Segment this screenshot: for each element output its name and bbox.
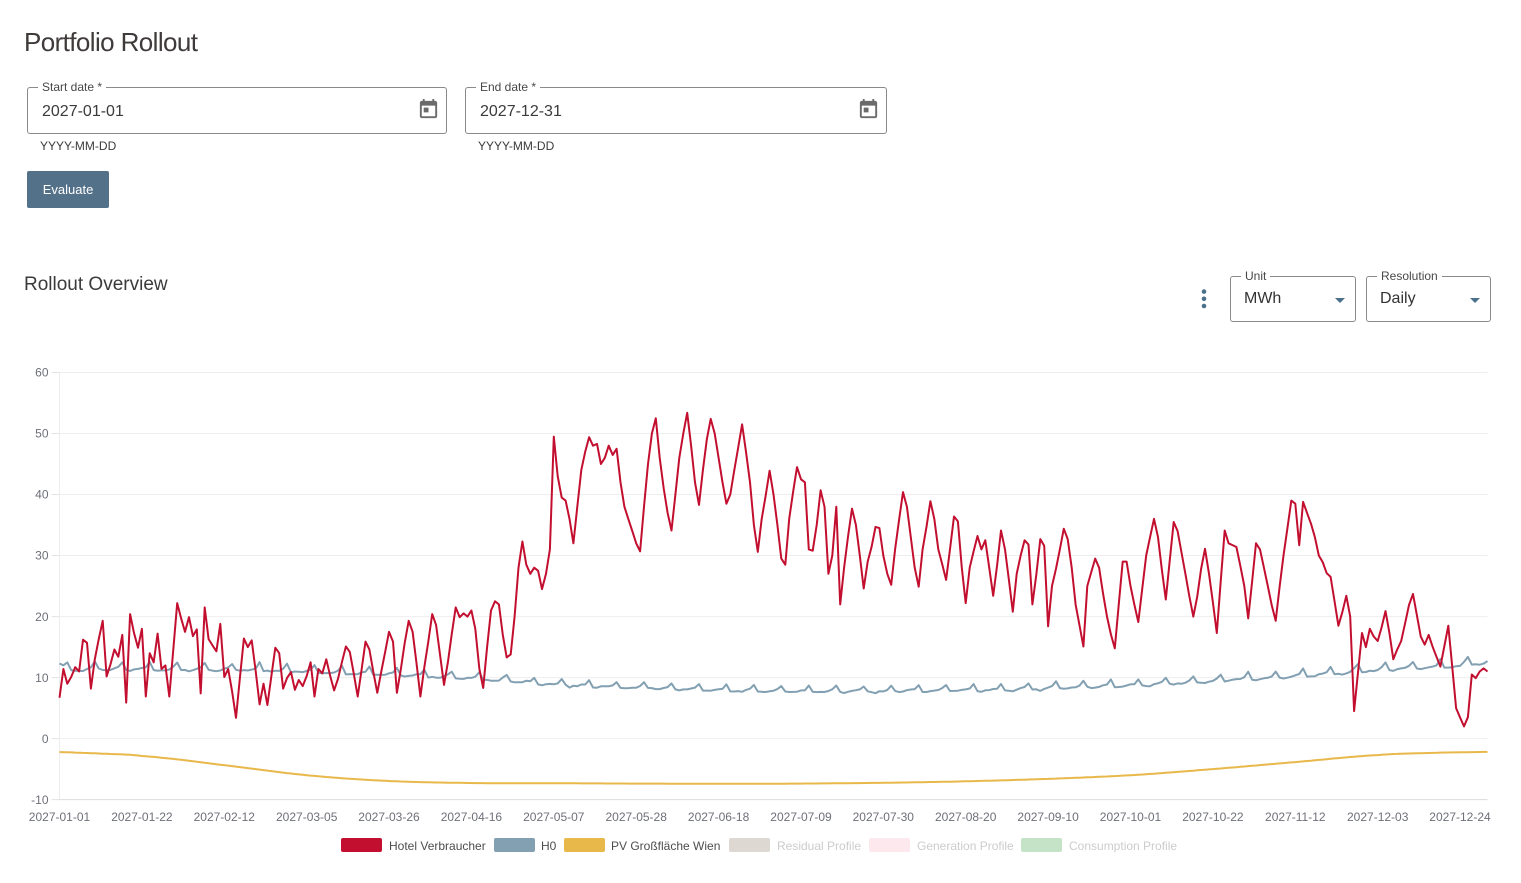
svg-text:Generation Profile: Generation Profile bbox=[917, 839, 1014, 853]
svg-text:2027-07-09: 2027-07-09 bbox=[770, 810, 832, 824]
svg-text:2027-01-22: 2027-01-22 bbox=[111, 810, 173, 824]
svg-text:50: 50 bbox=[35, 427, 49, 441]
svg-text:2027-08-20: 2027-08-20 bbox=[935, 810, 997, 824]
svg-text:2027-10-22: 2027-10-22 bbox=[1182, 810, 1244, 824]
svg-text:2027-05-07: 2027-05-07 bbox=[523, 810, 585, 824]
svg-text:2027-09-10: 2027-09-10 bbox=[1017, 810, 1079, 824]
svg-text:Residual Profile: Residual Profile bbox=[777, 839, 861, 853]
svg-text:0: 0 bbox=[42, 732, 49, 746]
svg-text:2027-04-16: 2027-04-16 bbox=[441, 810, 503, 824]
svg-text:10: 10 bbox=[35, 671, 49, 685]
svg-text:20: 20 bbox=[35, 610, 49, 624]
svg-text:-10: -10 bbox=[31, 793, 49, 807]
svg-text:2027-12-03: 2027-12-03 bbox=[1347, 810, 1409, 824]
svg-text:Consumption Profile: Consumption Profile bbox=[1069, 839, 1177, 853]
svg-text:2027-12-24: 2027-12-24 bbox=[1429, 810, 1491, 824]
svg-text:2027-05-28: 2027-05-28 bbox=[606, 810, 668, 824]
svg-text:40: 40 bbox=[35, 488, 49, 502]
svg-text:Hotel Verbraucher: Hotel Verbraucher bbox=[389, 839, 486, 853]
svg-text:30: 30 bbox=[35, 549, 49, 563]
svg-text:2027-11-12: 2027-11-12 bbox=[1265, 810, 1326, 824]
svg-text:2027-06-18: 2027-06-18 bbox=[688, 810, 750, 824]
svg-text:2027-01-01: 2027-01-01 bbox=[29, 810, 91, 824]
svg-text:2027-10-01: 2027-10-01 bbox=[1100, 810, 1162, 824]
svg-text:H0: H0 bbox=[541, 839, 557, 853]
svg-text:2027-03-26: 2027-03-26 bbox=[358, 810, 420, 824]
svg-text:2027-02-12: 2027-02-12 bbox=[194, 810, 256, 824]
svg-text:2027-07-30: 2027-07-30 bbox=[853, 810, 915, 824]
svg-text:2027-03-05: 2027-03-05 bbox=[276, 810, 338, 824]
svg-text:PV Großfläche Wien: PV Großfläche Wien bbox=[611, 839, 720, 853]
svg-text:60: 60 bbox=[35, 366, 49, 380]
